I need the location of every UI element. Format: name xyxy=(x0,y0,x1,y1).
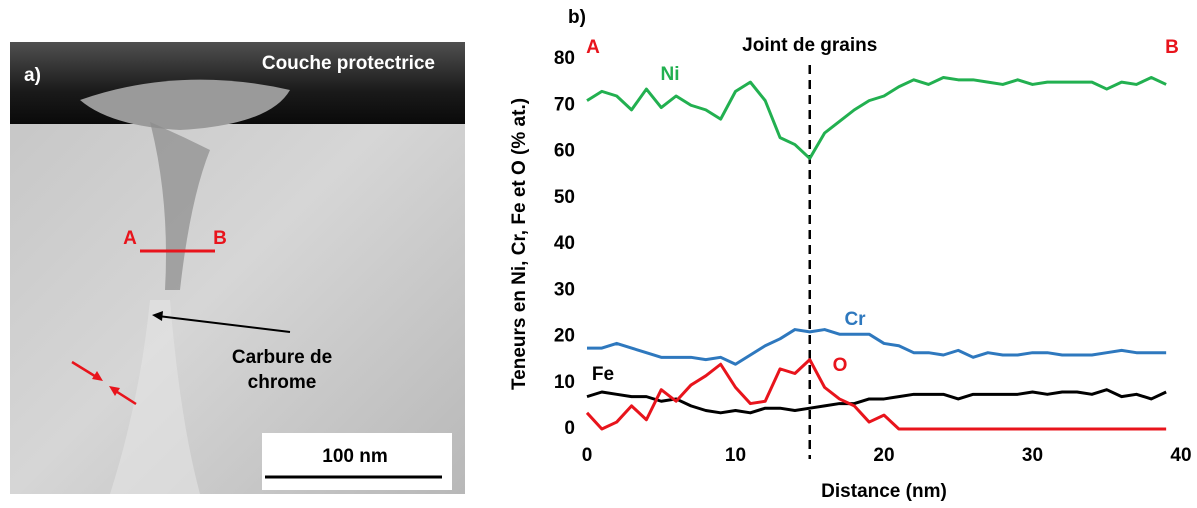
arrow xyxy=(157,315,291,333)
grain-boundary-label: Joint de grains xyxy=(742,35,877,56)
data-line xyxy=(585,358,1167,431)
series-label: Cr xyxy=(844,309,866,330)
y-tick-label: 0 xyxy=(564,418,575,439)
y-tick-label: 10 xyxy=(554,372,575,393)
scale-label: 100 nm xyxy=(322,446,387,467)
series-label: Ni xyxy=(661,64,680,85)
layer-label: Couche protectrice xyxy=(262,53,435,74)
micrograph: a) Couche protectrice A B Carbure de chr… xyxy=(10,42,465,494)
y-tick-label: 80 xyxy=(554,48,575,69)
panel-label: b) xyxy=(568,7,586,28)
red-arrow xyxy=(71,360,99,380)
x-tick-label: 30 xyxy=(1022,445,1043,466)
y-axis-label: Teneurs en Ni, Cr, Fe et O (% at.) xyxy=(509,98,530,390)
x-tick-label: 10 xyxy=(725,445,746,466)
scale-box xyxy=(262,433,452,490)
x-tick-label: 20 xyxy=(873,445,894,466)
grain-boundary xyxy=(150,122,210,290)
arrow-head xyxy=(152,311,163,321)
series-label: Fe xyxy=(592,364,614,385)
point-a: A xyxy=(123,228,137,249)
y-tick-label: 40 xyxy=(554,233,575,254)
y-tick-label: 50 xyxy=(554,187,575,208)
data-line xyxy=(587,328,1167,366)
y-tick-label: 30 xyxy=(554,279,575,300)
point-b: B xyxy=(213,228,227,249)
point-b: B xyxy=(1165,37,1179,58)
red-arrow-head xyxy=(92,371,103,381)
y-tick-label: 70 xyxy=(554,94,575,115)
panel-label: a) xyxy=(24,65,41,86)
y-tick-label: 20 xyxy=(554,326,575,347)
series-label: O xyxy=(833,355,848,376)
x-tick-label: 0 xyxy=(582,445,593,466)
oxide-lens xyxy=(80,79,290,130)
x-tick-label: 40 xyxy=(1170,445,1191,466)
red-arrow xyxy=(113,388,137,406)
point-a: A xyxy=(586,37,600,58)
red-arrow-head xyxy=(109,386,120,396)
y-tick-label: 60 xyxy=(554,141,575,162)
data-line xyxy=(586,76,1167,160)
data-line xyxy=(586,388,1167,415)
x-axis-label: Distance (nm) xyxy=(821,481,947,502)
carbide-zone xyxy=(110,300,200,494)
annotation: chrome xyxy=(248,372,317,393)
annotation: Carbure de xyxy=(232,347,332,368)
